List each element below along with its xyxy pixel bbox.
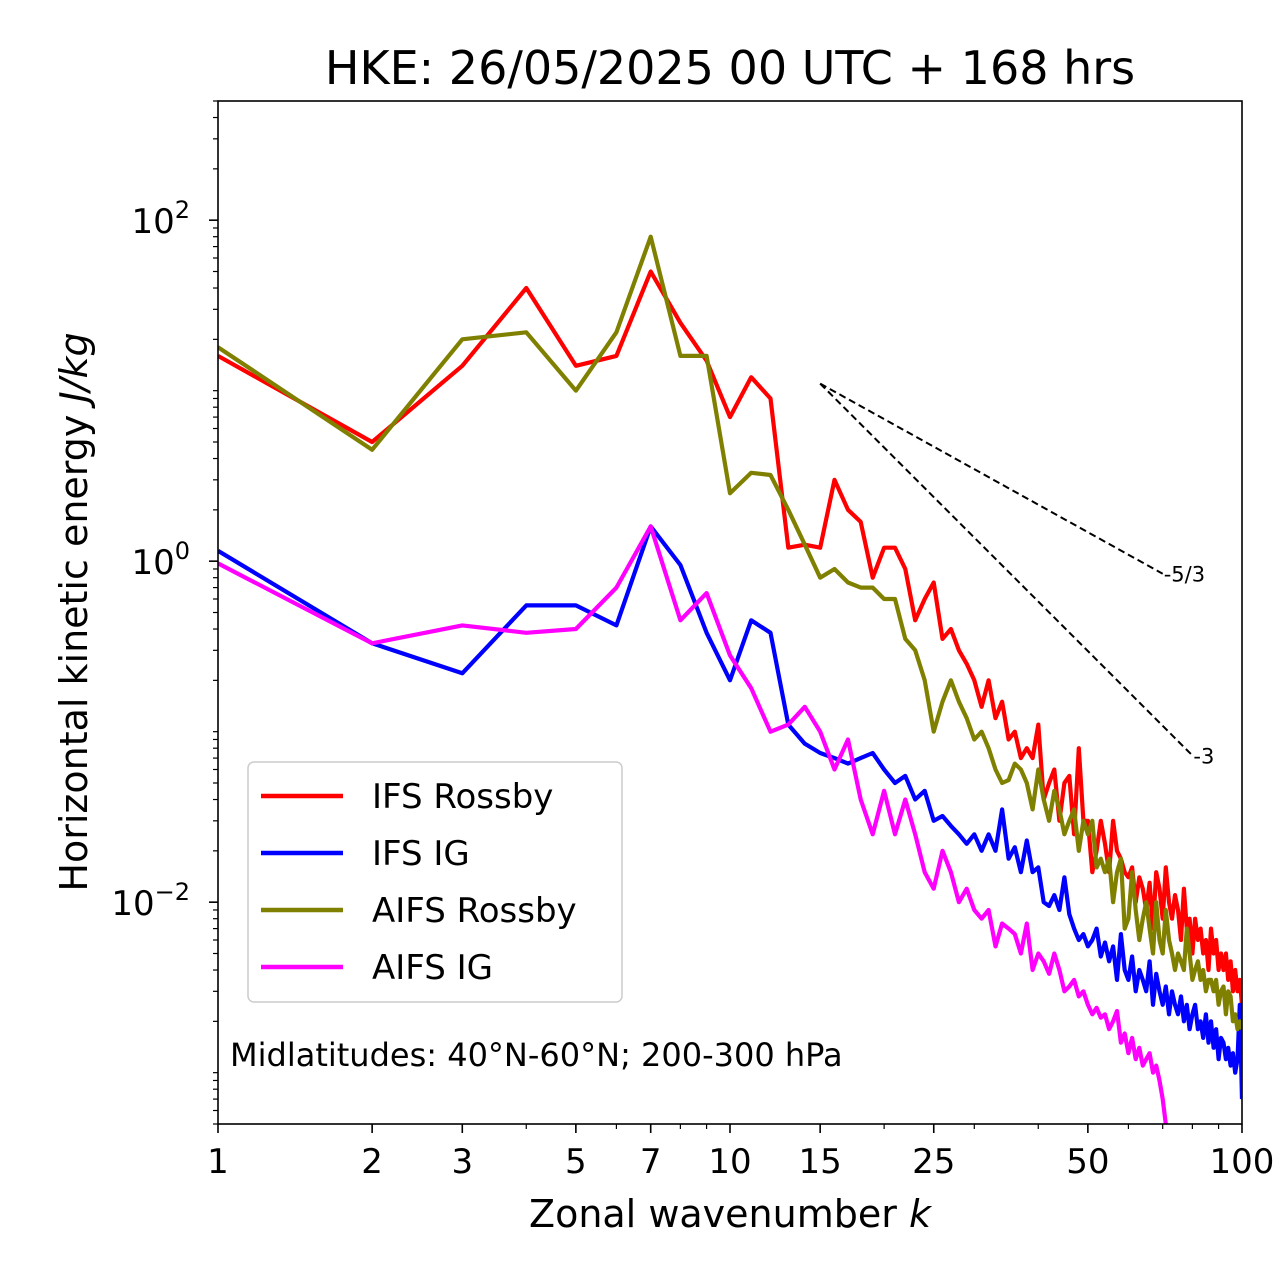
reference-slopes: -5/3 -3 (819, 382, 1214, 768)
x-tick-label: 10 (708, 1142, 751, 1182)
x-axis: 1 2 3 5 7 10 15 25 50 100 (207, 1124, 1274, 1182)
x-tick-label: 3 (451, 1142, 473, 1182)
legend-box (247, 761, 623, 1003)
series-line-aifs-ig (218, 524, 1169, 1124)
x-tick-label: 50 (1066, 1142, 1109, 1182)
x-tick-label: 15 (799, 1142, 842, 1182)
slope-label-0: -5/3 (1164, 563, 1205, 587)
series-line-ifs-rossby (218, 269, 1242, 1005)
x-axis-label: Zonal wavenumber k (529, 1192, 933, 1236)
x-tick-label: 5 (565, 1142, 587, 1182)
x-tick-label: 7 (640, 1142, 662, 1182)
slope-label-1: -3 (1193, 744, 1214, 768)
x-tick-label: 1 (207, 1142, 229, 1182)
slope-line-0 (819, 382, 1164, 575)
x-tick-label: 25 (912, 1142, 955, 1182)
series-line-aifs-rossby (218, 234, 1242, 1032)
legend-label: AIFS Rossby (372, 891, 577, 931)
y-axis: 102 100 10−2 (111, 100, 218, 1125)
y-tick-label: 100 (131, 537, 190, 583)
y-tick-label: 102 (131, 196, 190, 242)
x-tick-label: 100 (1210, 1142, 1275, 1182)
y-axis-label: Horizontal kinetic energy J/kg (52, 332, 96, 891)
x-tick-label: 2 (361, 1142, 383, 1182)
chart-title: HKE: 26/05/2025 00 UTC + 168 hrs (325, 41, 1135, 95)
region-annotation: Midlatitudes: 40°N-60°N; 200-300 hPa (230, 1036, 843, 1074)
legend-label: AIFS IG (372, 948, 493, 988)
y-tick-label: 10−2 (111, 878, 190, 924)
series-layer (218, 234, 1242, 1124)
legend: IFS Rossby IFS IG AIFS Rossby AIFS IG (247, 761, 623, 1003)
legend-label: IFS IG (372, 834, 470, 874)
legend-label: IFS Rossby (372, 777, 553, 817)
